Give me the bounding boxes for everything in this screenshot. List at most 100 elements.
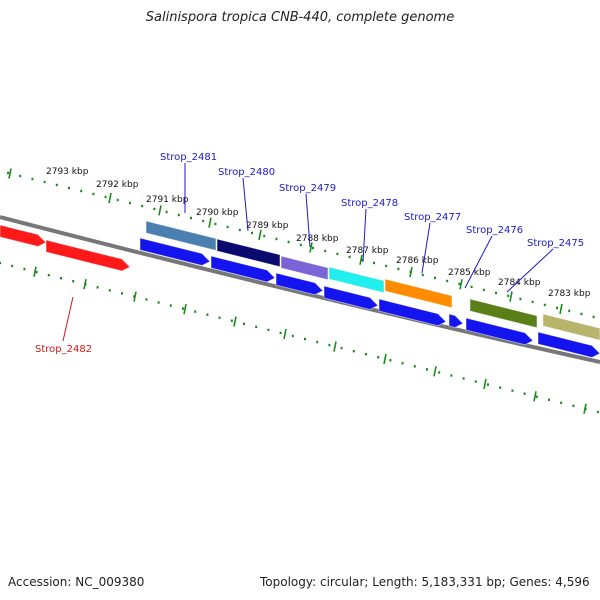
scale-dot (291, 334, 294, 338)
major-tick (233, 316, 237, 327)
scale-dot (238, 228, 241, 232)
tick-label: 2783 kbp (548, 289, 591, 299)
genome-stats: Topology: circular; Length: 5,183,331 bp… (260, 575, 590, 589)
scale-dot (19, 174, 22, 178)
scale-dot (108, 289, 111, 292)
tick-label: 2792 kbp (96, 180, 139, 190)
scale-dot (385, 264, 388, 268)
gene-label: Strop_2479 (279, 183, 336, 194)
accession-label: Accession: NC_009380 (8, 575, 145, 589)
scale-dot (413, 365, 416, 368)
cds-arrow (537, 331, 600, 358)
gene-label: Strop_2476 (466, 225, 523, 236)
scale-dot (104, 195, 107, 199)
scale-dot (360, 258, 363, 262)
scale-dot (43, 180, 46, 184)
scale-dot (511, 389, 514, 392)
scale-dot (523, 392, 526, 395)
scale-dot (446, 279, 449, 283)
scale-dot (218, 316, 221, 319)
scale-dot (519, 297, 522, 301)
scale-dot (251, 231, 253, 235)
scale-dot (55, 183, 58, 187)
major-tick (258, 229, 262, 241)
gene-feature (216, 238, 281, 268)
scale-dot (47, 273, 50, 277)
cds-arrow (275, 272, 324, 296)
scale-dot (177, 213, 180, 217)
scale-dot (316, 340, 319, 344)
scale-dot (462, 377, 465, 380)
scale-dot (450, 374, 453, 377)
scale-dot (470, 285, 473, 289)
major-tick (83, 279, 87, 290)
gene-label: Strop_2480 (218, 167, 275, 178)
scale-dot (145, 298, 148, 301)
scale-dot (92, 192, 95, 196)
scale-dot (487, 383, 489, 386)
scale-dot (397, 267, 400, 271)
gene-label: Strop_2477 (404, 212, 461, 223)
scale-dot (121, 292, 123, 295)
scale-dot (352, 349, 355, 353)
major-tick (509, 291, 513, 302)
scale-dot (507, 294, 510, 298)
gene-feature (328, 266, 385, 294)
tick-label: 2789 kbp (246, 221, 289, 231)
gene-feature (384, 278, 453, 309)
map-title: Salinispora tropica CNB-440, complete ge… (145, 10, 455, 25)
scale-dot (531, 300, 534, 304)
scale-dot (68, 186, 70, 190)
scale-dot (495, 291, 497, 295)
genome-backbone (0, 215, 600, 364)
scale-dot (340, 346, 343, 350)
scale-dot (438, 371, 441, 374)
scale-dot (7, 171, 9, 175)
scale-dot (157, 301, 160, 304)
scale-dot (348, 255, 351, 259)
gene-feature (469, 298, 538, 329)
gene-leader-line (464, 235, 493, 289)
cds-arrow (139, 237, 211, 266)
tick-label: 2790 kbp (196, 208, 239, 218)
major-tick (433, 366, 437, 377)
scale-dot (35, 270, 38, 274)
gene-label: Strop_2481 (160, 152, 217, 163)
scale-dot (299, 243, 302, 247)
scale-dot (482, 288, 485, 292)
major-tick (133, 291, 137, 302)
gene-label: Strop_2478 (341, 198, 398, 209)
scale-dot (169, 304, 172, 307)
major-tick (158, 205, 162, 216)
tick-label: 2787 kbp (346, 246, 389, 256)
major-tick (459, 279, 463, 290)
scale-dot (474, 380, 477, 383)
genes-layer (0, 215, 600, 364)
scale-dot (255, 325, 258, 329)
scale-dot (401, 362, 404, 365)
scale-dot (116, 198, 119, 202)
scale-dot (499, 386, 502, 389)
scale-dot (543, 303, 546, 307)
labels-layer: 2793 kbp 2792 kbp 2791 kbp 2790 kbp 2789 kbp… (35, 152, 591, 355)
cds-arrow (378, 298, 447, 327)
scale-dot (23, 267, 26, 271)
gene-feature (45, 239, 131, 272)
major-tick (409, 266, 413, 278)
gene-leader-line (506, 248, 554, 293)
scale-dot (165, 210, 168, 214)
inner-scale-line (0, 261, 599, 414)
scale-dot (287, 240, 290, 244)
scale-dot (556, 306, 558, 310)
scale-dot (80, 189, 83, 193)
major-tick (359, 254, 363, 265)
tick-label: 2785 kbp (448, 268, 491, 278)
major-tick (533, 391, 537, 402)
scale-dot (568, 309, 571, 313)
scale-dot (11, 264, 14, 268)
scale-dot (202, 219, 205, 223)
scale-dot (434, 276, 436, 280)
scale-dot (324, 249, 327, 253)
gene-leader-line (362, 208, 367, 263)
